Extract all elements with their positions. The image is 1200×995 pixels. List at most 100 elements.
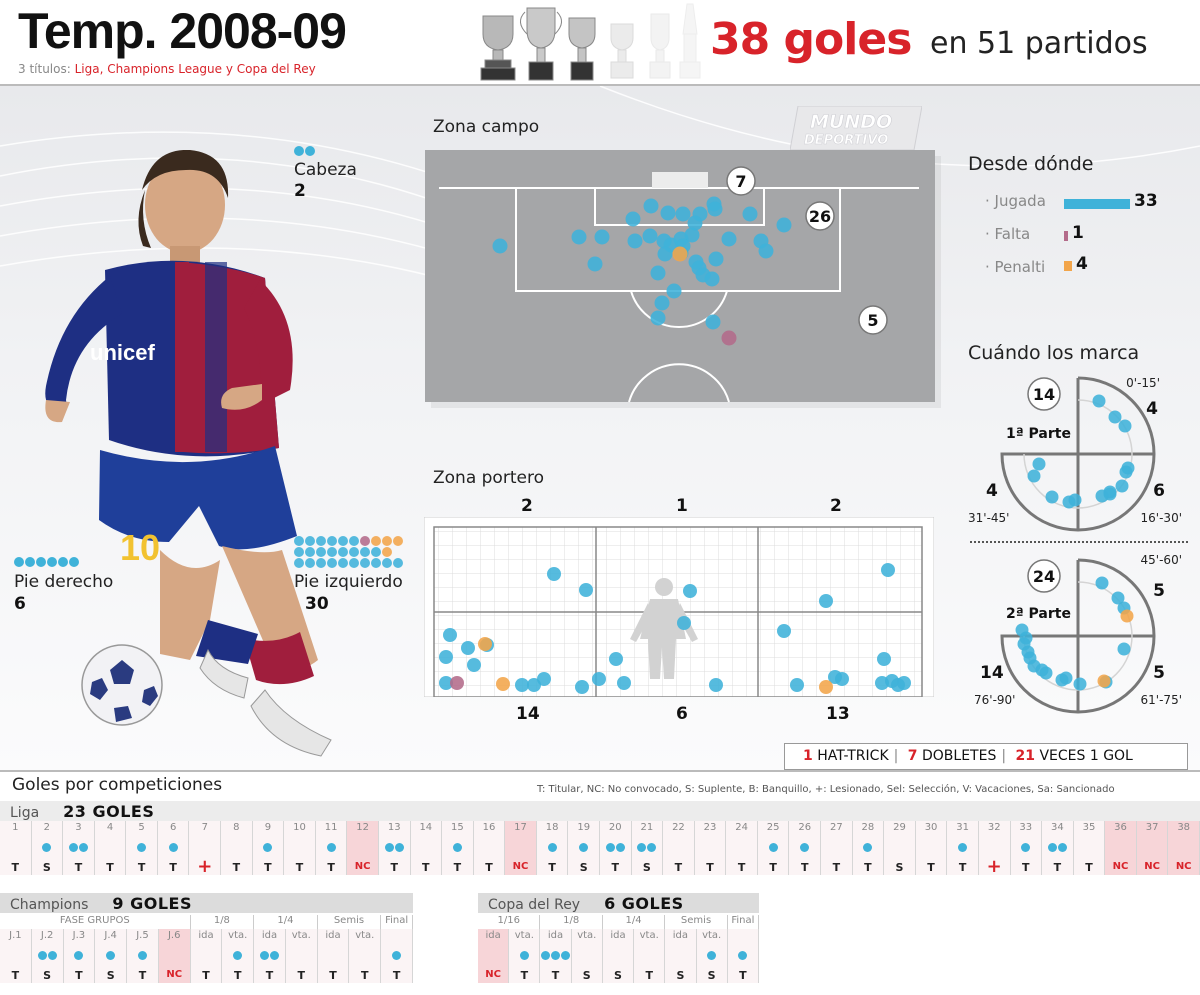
match-number: vta. [355, 930, 375, 941]
field-goal-dot [742, 206, 758, 222]
liga-header: Liga 23 GOLES [0, 801, 1200, 821]
goal-dot [881, 563, 895, 577]
left-foot-dot [316, 536, 326, 546]
match-goal-dots [947, 843, 978, 852]
head-value: 2 [294, 181, 306, 201]
match-cell: 11 T [316, 821, 348, 875]
second-half-dot [1095, 576, 1109, 590]
match-goal-dots [1011, 843, 1042, 852]
champions-header: Champions 9 GOLES [0, 893, 413, 913]
match-status: T [485, 861, 493, 874]
match-number: J.3 [72, 930, 86, 941]
second-half-total: 24 [1027, 559, 1061, 593]
match-cell: 26 T [789, 821, 822, 875]
goal-dot [551, 951, 561, 960]
match-number: 32 [987, 822, 1001, 833]
doubles-count: 7 [907, 748, 918, 764]
goal-dot [1057, 843, 1067, 852]
left-foot-value: 30 [305, 594, 329, 614]
zone-box-count: 26 [805, 201, 835, 231]
goal-top-center: 1 [676, 496, 688, 516]
match-goal-dots [632, 843, 663, 852]
match-number: 21 [640, 822, 654, 833]
first-half-dot [1032, 457, 1046, 471]
copa-phases: 1/16 1/8 1/4 Semis Final [478, 915, 759, 929]
match-cell: 16 T [474, 821, 506, 875]
goal-chart [424, 517, 934, 697]
match-number: J.6 [167, 930, 181, 941]
goals-total: 38 goles [710, 14, 912, 65]
head-label: Cabeza [294, 160, 357, 180]
field-goal-dot [594, 229, 610, 245]
trophies-image [480, 3, 701, 81]
match-status: T [706, 861, 714, 874]
second-q2-range: 61'-75' [1141, 693, 1182, 707]
goal-dot [579, 583, 593, 597]
match-status: T [1022, 861, 1030, 874]
field-goal-dot [627, 233, 643, 249]
match-number: vta. [702, 930, 722, 941]
second-q1-range: 45'-60' [1141, 553, 1182, 567]
match-status: T [769, 861, 777, 874]
match-status: T [1085, 861, 1093, 874]
goal-dot [768, 843, 778, 852]
match-goal-dots [509, 951, 539, 960]
field-goal-dot [492, 238, 508, 254]
match-number: 37 [1145, 822, 1159, 833]
match-cell: 38 NC [1168, 821, 1200, 875]
titles-subtitle: 3 títulos: Liga, Champions League y Copa… [18, 62, 316, 76]
match-status: T [327, 861, 335, 874]
first-half-total: 14 [1027, 377, 1061, 411]
goal-dot [615, 843, 625, 852]
match-goal-dots [381, 951, 412, 960]
field-goal-dot [657, 246, 673, 262]
svg-text:24: 24 [1033, 567, 1055, 586]
match-number: J.5 [136, 930, 149, 941]
match-cell: ida T [254, 929, 286, 983]
match-cell: 12 NC [347, 821, 379, 875]
match-status: + [197, 856, 213, 877]
field-goal-dot [650, 310, 666, 326]
goal-dot [461, 641, 475, 655]
match-cell: J.4 S [95, 929, 128, 983]
left-foot-dot [393, 536, 403, 546]
single-goal-label: VECES 1 GOL [1039, 748, 1133, 764]
match-status: T [264, 861, 272, 874]
match-number: 7 [201, 822, 208, 833]
match-cell: 35 T [1074, 821, 1106, 875]
match-number: ida [610, 930, 626, 941]
match-cell: 23 T [695, 821, 727, 875]
goal-dot [168, 843, 178, 852]
field-title: Zona campo [433, 117, 540, 137]
match-status: T [520, 969, 529, 982]
match-goal-dots [316, 843, 347, 852]
match-number: 6 [169, 822, 177, 833]
shirt-sponsor: unicef [90, 340, 155, 365]
match-cell: T [381, 929, 413, 983]
goal-dot [547, 843, 557, 852]
left-foot-dot [371, 558, 381, 568]
second-half-dot [1055, 673, 1069, 687]
match-status: T [137, 861, 146, 874]
match-status: T [645, 969, 653, 982]
left-foot-dot [305, 536, 315, 546]
goal-dot [260, 951, 269, 960]
match-status: T [297, 969, 306, 982]
field-goal-dot [704, 271, 720, 287]
match-cell: ida T [318, 929, 350, 983]
match-number: 27 [829, 822, 843, 833]
match-status: T [927, 861, 935, 874]
match-number: ida [325, 930, 341, 941]
match-cell: J.2 S [32, 929, 64, 983]
origin-value-penalty: 4 [1076, 254, 1088, 274]
match-number: ida [261, 930, 278, 941]
goal-dot [326, 843, 336, 852]
match-status: S [582, 969, 591, 982]
match-number: vta. [639, 930, 659, 941]
match-goal-dots [728, 951, 758, 960]
match-status: T [674, 861, 683, 874]
trophy-icon [610, 23, 634, 79]
match-number: 4 [106, 822, 114, 833]
goal-dot [137, 951, 147, 960]
